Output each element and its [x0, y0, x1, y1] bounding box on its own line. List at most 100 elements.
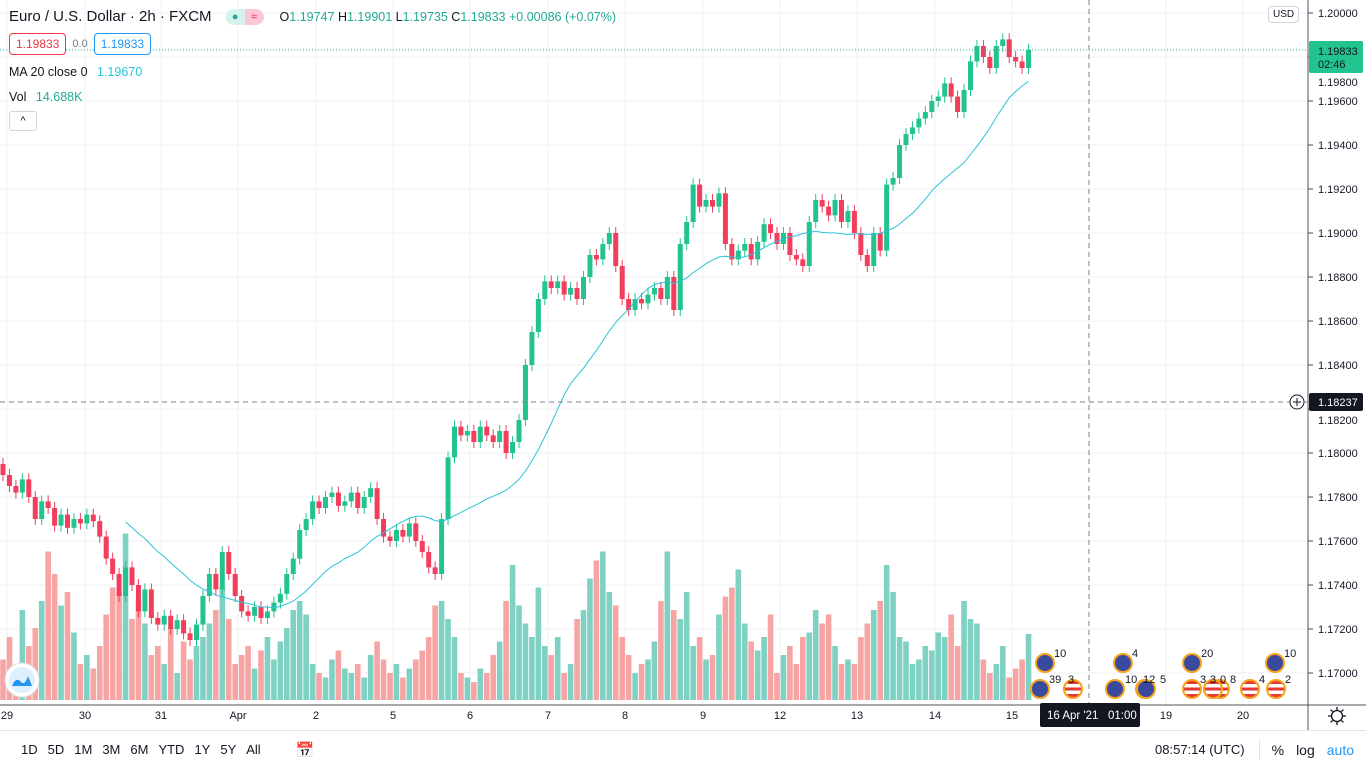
eu-flag-event-icon[interactable]	[1182, 653, 1202, 673]
candle-body	[297, 530, 303, 559]
volume-bar	[612, 605, 619, 700]
volume-bar	[877, 601, 883, 700]
symbol-title[interactable]: Euro / U.S. Dollar · 2h · FXCM	[9, 8, 212, 25]
us-flag-event-icon[interactable]	[1063, 679, 1083, 699]
candle-body	[968, 61, 973, 90]
buy-button[interactable]: 1.19833	[93, 33, 152, 55]
candles	[0, 33, 1032, 646]
candle-body	[323, 497, 328, 508]
candle-body	[690, 184, 696, 222]
candle-body	[774, 233, 780, 244]
price-tick-label: 1.19000	[1318, 228, 1358, 240]
us-flag-event-icon[interactable]	[1182, 679, 1202, 699]
eu-flag-event-icon[interactable]	[1113, 653, 1133, 673]
us-flag-event-icon[interactable]	[1240, 679, 1260, 699]
sell-button[interactable]: 1.19833	[9, 33, 67, 55]
candle-body	[310, 501, 316, 519]
settings-gear-icon[interactable]	[1328, 707, 1346, 725]
candle-body	[387, 536, 393, 541]
auto-toggle[interactable]: auto	[1326, 741, 1354, 758]
volume-bar	[509, 565, 516, 700]
range-button-3m[interactable]: 3M	[102, 742, 121, 757]
candle-body	[993, 46, 999, 68]
volume-bar	[987, 673, 993, 700]
time-tick-label: 5	[390, 710, 396, 722]
volume-bar	[1012, 668, 1019, 700]
volume-bar	[316, 673, 322, 700]
volume-bar	[812, 610, 819, 700]
eu-flag-event-icon[interactable]	[1035, 653, 1055, 673]
us-flag-event-icon[interactable]	[1266, 679, 1286, 699]
market-status[interactable]: ● ≈	[225, 8, 264, 25]
volume-bar	[800, 637, 806, 700]
volume-bar	[290, 610, 297, 700]
volume-bar	[793, 664, 800, 700]
volume-bar	[96, 646, 103, 700]
volume-bar	[238, 655, 245, 700]
range-button-all[interactable]: All	[246, 742, 261, 757]
price-tick-label: 1.17600	[1318, 536, 1358, 548]
price-chart[interactable]: 1.20000 1.19800 1.19600 1.19400 1.19200 1.190…	[0, 0, 1366, 730]
candle-body	[626, 299, 632, 310]
candle-body	[735, 250, 741, 260]
candle-body	[606, 233, 612, 244]
tradingview-logo-icon[interactable]	[4, 662, 40, 698]
candle-body	[245, 611, 251, 616]
volume-bar	[367, 655, 374, 700]
range-button-5y[interactable]: 5Y	[220, 742, 237, 757]
eu-flag-event-icon[interactable]	[1265, 653, 1285, 673]
candle-body	[490, 435, 496, 442]
volume-bar	[787, 646, 793, 700]
candle-body	[948, 83, 954, 97]
us-flag-event-icon[interactable]	[1203, 679, 1223, 699]
clock[interactable]: 08:57:14 (UTC)	[1155, 742, 1245, 757]
volume-bar	[393, 664, 400, 700]
price-tick-label: 1.18200	[1318, 415, 1358, 427]
volume-bar	[167, 628, 174, 700]
volume-bar	[774, 673, 780, 700]
range-button-ytd[interactable]: YTD	[158, 742, 185, 757]
ma-legend[interactable]: MA 20 close 0 1.19670	[9, 65, 142, 79]
volume-bar	[709, 655, 716, 700]
time-tick-label: 14	[929, 710, 941, 722]
candle-body	[568, 288, 574, 295]
collapse-legend-button[interactable]: ^	[9, 111, 37, 131]
volume-bar	[1019, 659, 1025, 700]
volume-bar	[264, 637, 271, 700]
price-axis-bg[interactable]	[1308, 0, 1366, 705]
volume-legend[interactable]: Vol 14.688K	[9, 90, 82, 104]
volume-bar	[19, 610, 26, 700]
currency-button[interactable]: USD	[1268, 6, 1300, 23]
ma-label: MA 20 close 0	[9, 65, 88, 79]
eu-flag-event-icon[interactable]	[1105, 679, 1125, 699]
volume-bar	[277, 641, 284, 700]
volume-bar	[632, 673, 638, 700]
volume-bar	[129, 619, 135, 700]
volume-bar	[780, 655, 787, 700]
volume-bar	[671, 610, 677, 700]
eu-flag-event-icon[interactable]	[1030, 679, 1050, 699]
range-button-5d[interactable]: 5D	[47, 742, 65, 757]
range-button-6m[interactable]: 6M	[130, 742, 149, 757]
candle-body	[697, 184, 703, 207]
high-label: H	[337, 9, 347, 24]
volume-bar	[361, 677, 367, 700]
range-button-1m[interactable]: 1M	[74, 742, 93, 757]
candle-body	[335, 492, 341, 506]
candle-body	[542, 281, 548, 299]
range-button-1d[interactable]: 1D	[21, 742, 38, 757]
last-price-label-bg	[1309, 41, 1363, 73]
eu-flag-event-icon[interactable]	[1136, 679, 1156, 699]
candle-body	[529, 332, 535, 365]
event-count: 12	[1143, 674, 1156, 686]
go-to-date-calendar-icon[interactable]: 📅	[295, 741, 315, 759]
volume-bar	[58, 605, 64, 700]
range-button-1y[interactable]: 1Y	[194, 742, 211, 757]
event-count: 20	[1201, 648, 1214, 660]
candle-body	[710, 200, 715, 207]
candle-body	[361, 497, 367, 508]
candle-body	[348, 492, 354, 502]
percent-toggle[interactable]: %	[1271, 741, 1285, 758]
volume-bar	[561, 673, 567, 700]
log-toggle[interactable]: log	[1296, 741, 1315, 758]
